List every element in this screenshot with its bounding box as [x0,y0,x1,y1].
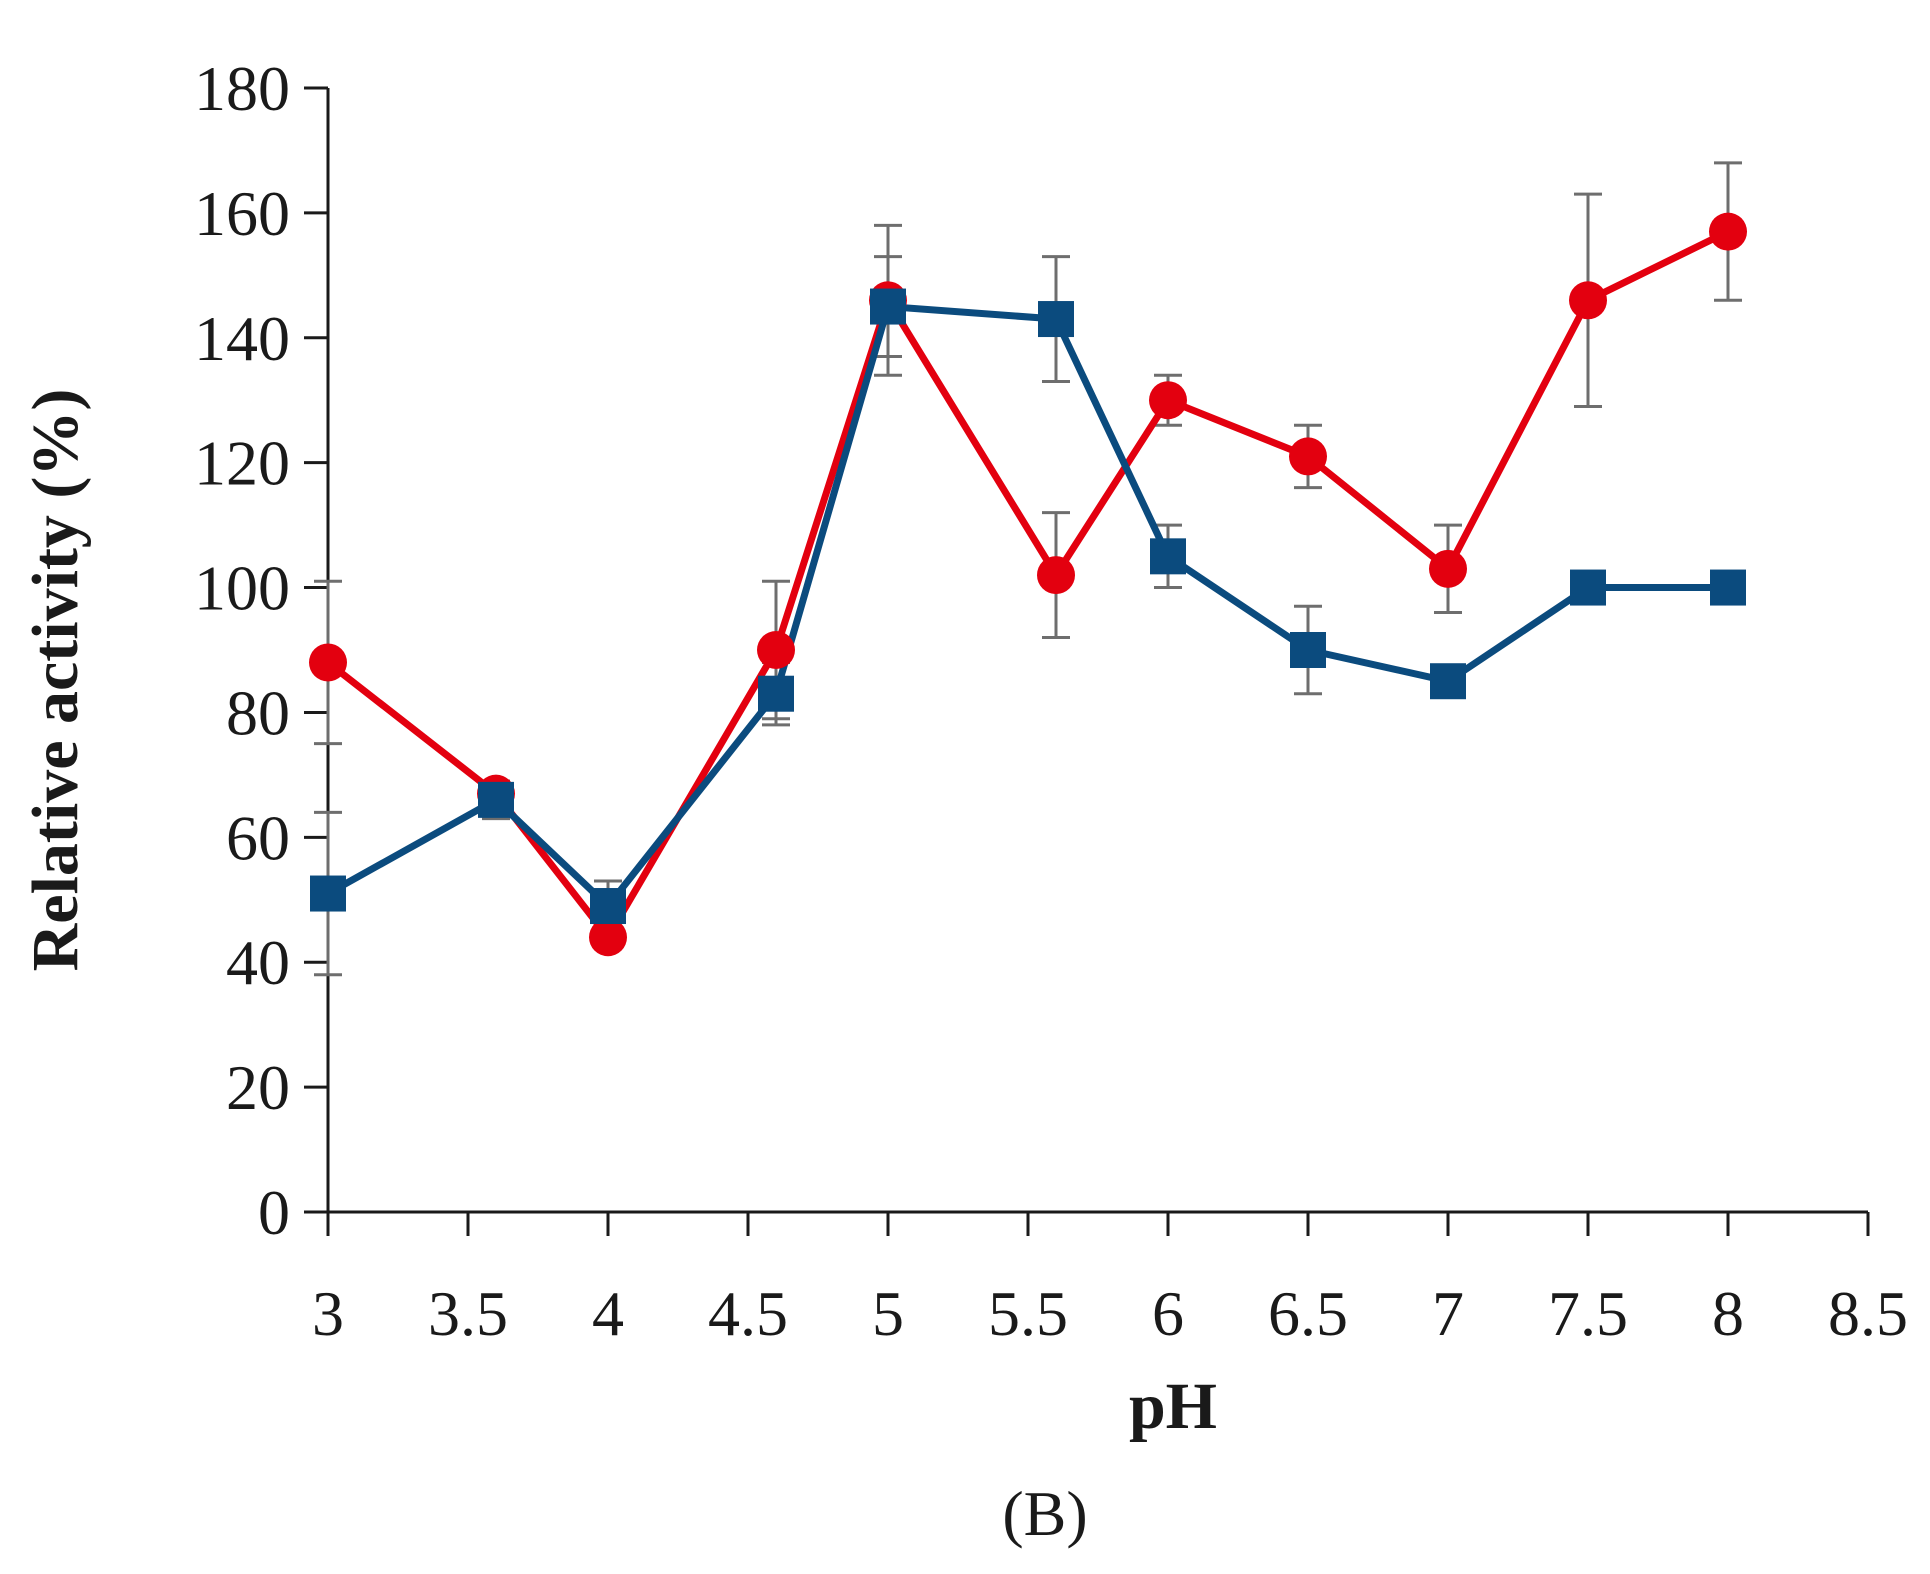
point-red-circles [1037,556,1075,595]
point-blue-squares [478,781,514,818]
y-tick-label: 60 [226,802,290,873]
point-blue-squares [1150,538,1186,575]
point-blue-squares [310,875,346,912]
point-blue-squares [1038,301,1074,338]
x-tick-label: 6.5 [1268,1278,1348,1349]
point-blue-squares [1430,663,1466,700]
y-tick-label: 180 [194,53,290,124]
point-blue-squares [870,288,906,325]
point-red-circles [1149,381,1187,420]
x-axis-title: pH [1129,1370,1217,1443]
y-tick-label: 160 [194,178,290,249]
point-red-circles [1569,281,1607,320]
series-lines [325,228,1730,941]
x-tick-label: 4 [592,1278,624,1349]
x-tick-label: 7 [1432,1278,1464,1349]
y-tick-label: 80 [226,677,290,748]
x-tick-label: 3.5 [428,1278,508,1349]
point-blue-squares [1710,569,1746,606]
axes: 0 20 40 60 80 100 120 140 160 180 3 3.5 4 4.5 5 5.5 6 6.5… [194,53,1908,1349]
x-tick-label: 5 [872,1278,904,1349]
x-tick-label: 3 [312,1278,344,1349]
x-tick-label: 8 [1712,1278,1744,1349]
x-tick-label: 7.5 [1548,1278,1628,1349]
y-tick-label: 20 [226,1052,290,1123]
point-red-circles [1709,212,1747,251]
y-tick-label: 140 [194,303,290,374]
point-red-circles [757,631,795,669]
point-blue-squares [1290,632,1326,668]
y-tick-label: 40 [226,927,290,998]
point-red-circles [1429,549,1467,588]
point-red-circles [309,643,347,682]
error-bars [314,161,1742,977]
x-tick-label: 6 [1152,1278,1184,1349]
series-line-blue-squares [326,303,1728,910]
y-tick-label: 120 [194,428,290,499]
x-tick-label: 4.5 [708,1278,788,1349]
point-red-circles [589,918,627,957]
y-tick-label: 100 [194,553,290,624]
x-tick-label: 8.5 [1828,1278,1908,1349]
series-line-red-circles [325,228,1730,941]
y-tick-label: 0 [258,1177,290,1248]
series-markers [309,212,1747,957]
point-red-circles [1289,437,1327,476]
point-blue-squares [1570,569,1606,606]
y-axis-title: Relative activity (%) [19,389,92,972]
point-blue-squares [758,675,794,712]
x-tick-label: 5.5 [988,1278,1068,1349]
point-blue-squares [590,888,626,925]
panel-label: (B) [1002,1478,1087,1549]
